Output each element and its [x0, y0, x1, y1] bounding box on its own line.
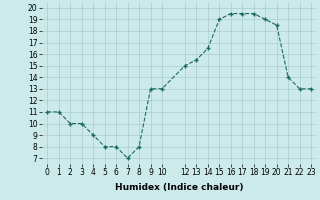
- X-axis label: Humidex (Indice chaleur): Humidex (Indice chaleur): [115, 183, 244, 192]
